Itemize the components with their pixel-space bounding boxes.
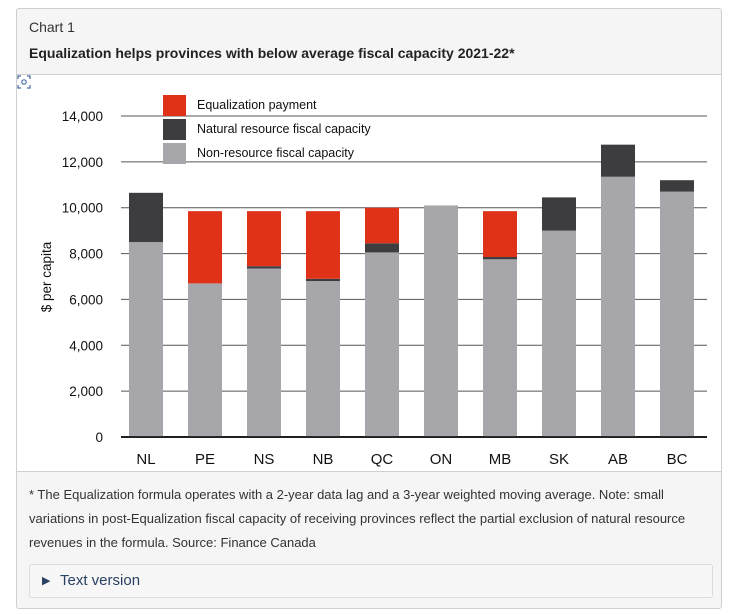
legend-label: Natural resource fiscal capacity: [197, 122, 371, 136]
legend-swatch: [163, 143, 186, 164]
x-tick-label: NL: [136, 451, 155, 468]
legend-label: Equalization payment: [197, 98, 317, 112]
bar-segment: [247, 211, 281, 267]
y-tick-label: 10,000: [62, 201, 103, 216]
x-tick-label: NB: [313, 451, 334, 468]
y-tick-label: 4,000: [69, 338, 103, 353]
bar-segment: [365, 243, 399, 253]
bar-segment: [247, 268, 281, 437]
x-tick-label: NS: [254, 451, 275, 468]
expand-icon[interactable]: [17, 75, 31, 89]
chart-number: Chart 1: [29, 19, 75, 35]
text-version-toggle[interactable]: ▶ Text version: [29, 564, 713, 598]
bar-segment: [306, 211, 340, 279]
bar-segment: [483, 259, 517, 437]
bar-segment: [483, 211, 517, 258]
text-version-label: Text version: [60, 572, 141, 589]
bar-segment: [660, 191, 694, 437]
stacked-bar-chart: 0 2,000 4,000 6,000 8,000 10,000 12,000 14,000 $…: [39, 95, 707, 468]
y-tick-label: 2,000: [69, 384, 103, 399]
chart-title: Equalization helps provinces with below …: [29, 45, 515, 61]
x-tick-label: SK: [549, 451, 569, 468]
x-tick-label: AB: [608, 451, 628, 468]
chart-area: 0 2,000 4,000 6,000 8,000 10,000 12,000 14,000 $…: [17, 75, 721, 472]
bar-segment: [483, 257, 517, 260]
x-tick-label: PE: [195, 451, 215, 468]
chart-heading: Chart 1 Equalization helps provinces wit…: [17, 9, 721, 75]
legend-swatch: [163, 119, 186, 140]
y-tick-label: 8,000: [69, 247, 103, 262]
bar-segment: [365, 207, 399, 244]
y-tick-label: 6,000: [69, 292, 103, 307]
y-tick-label: 0: [95, 430, 103, 445]
x-tick-label: BC: [667, 451, 688, 468]
bar-segment: [601, 144, 635, 177]
bar-segment: [188, 211, 222, 284]
y-axis-label: $ per capita: [39, 241, 54, 312]
legend-swatch: [163, 95, 186, 116]
y-tick-label: 14,000: [62, 109, 103, 124]
bar-segment: [129, 192, 163, 243]
bar-segment: [129, 242, 163, 437]
bar-segment: [247, 266, 281, 269]
bar-segment: [542, 230, 576, 437]
legend-label: Non-resource fiscal capacity: [197, 146, 355, 160]
bar-segment: [306, 278, 340, 282]
bar-segment: [306, 281, 340, 437]
bar-segment: [542, 197, 576, 231]
x-tick-label: ON: [430, 451, 453, 468]
x-tick-label: QC: [371, 451, 394, 468]
x-tick-label: MB: [489, 451, 512, 468]
bar-segment: [660, 180, 694, 192]
bar-segment: [601, 176, 635, 437]
bar-segment: [365, 252, 399, 437]
chart-panel: Chart 1 Equalization helps provinces wit…: [16, 8, 722, 609]
chart-footnote: * The Equalization formula operates with…: [29, 487, 686, 550]
triangle-right-icon: ▶: [42, 575, 51, 587]
y-tick-label: 12,000: [62, 155, 103, 170]
bar-segment: [188, 283, 222, 437]
bar-segment: [424, 205, 458, 437]
